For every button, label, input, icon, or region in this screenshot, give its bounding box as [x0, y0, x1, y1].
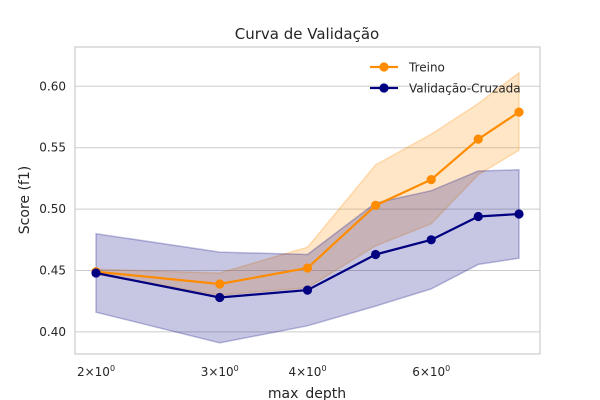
x-axis-label: max_depth [268, 386, 346, 400]
series-points [91, 107, 524, 303]
point-Treino [514, 107, 524, 117]
x-tick-labels: 2×100 3×100 4×100 6×100 [77, 364, 450, 379]
point-Validação-Cruzada [91, 268, 101, 278]
y-tick-label: 0.45 [39, 263, 66, 277]
point-Treino [302, 263, 313, 273]
point-Treino [215, 279, 225, 289]
x-tick-label: 3×100 [201, 364, 239, 379]
point-Validação-Cruzada [514, 209, 524, 219]
legend: Treino Validação-Cruzada [370, 61, 521, 96]
point-Validação-Cruzada [215, 292, 225, 303]
legend-label: Treino [408, 61, 445, 75]
y-tick-label: 0.60 [39, 79, 66, 93]
x-tick-label: 4×100 [288, 364, 326, 379]
y-tick-label: 0.40 [39, 325, 66, 339]
y-tick-label: 0.50 [39, 202, 66, 216]
point-Validação-Cruzada [302, 285, 313, 295]
band-Treino [95, 71, 520, 296]
legend-label: Validação-Cruzada [409, 82, 521, 96]
point-Treino [426, 175, 436, 185]
x-tick-label: 6×100 [412, 364, 450, 379]
legend-marker [379, 62, 389, 72]
x-tick-label: 2×100 [77, 364, 115, 379]
y-axis-label: Score (f1) [17, 166, 33, 234]
band-Validação-Cruzada [95, 169, 520, 344]
point-Validação-Cruzada [370, 249, 381, 260]
point-Treino [370, 200, 381, 211]
legend-marker [379, 83, 389, 93]
point-Treino [473, 134, 483, 144]
chart-title: Curva de Validação [235, 25, 379, 43]
confidence-bands [95, 71, 520, 344]
y-tick-label: 0.55 [39, 141, 66, 155]
y-tick-labels: 0.40 0.45 0.50 0.55 0.60 [39, 79, 66, 339]
point-Validação-Cruzada [426, 235, 436, 245]
point-Validação-Cruzada [473, 211, 483, 222]
plot-area [74, 46, 541, 355]
